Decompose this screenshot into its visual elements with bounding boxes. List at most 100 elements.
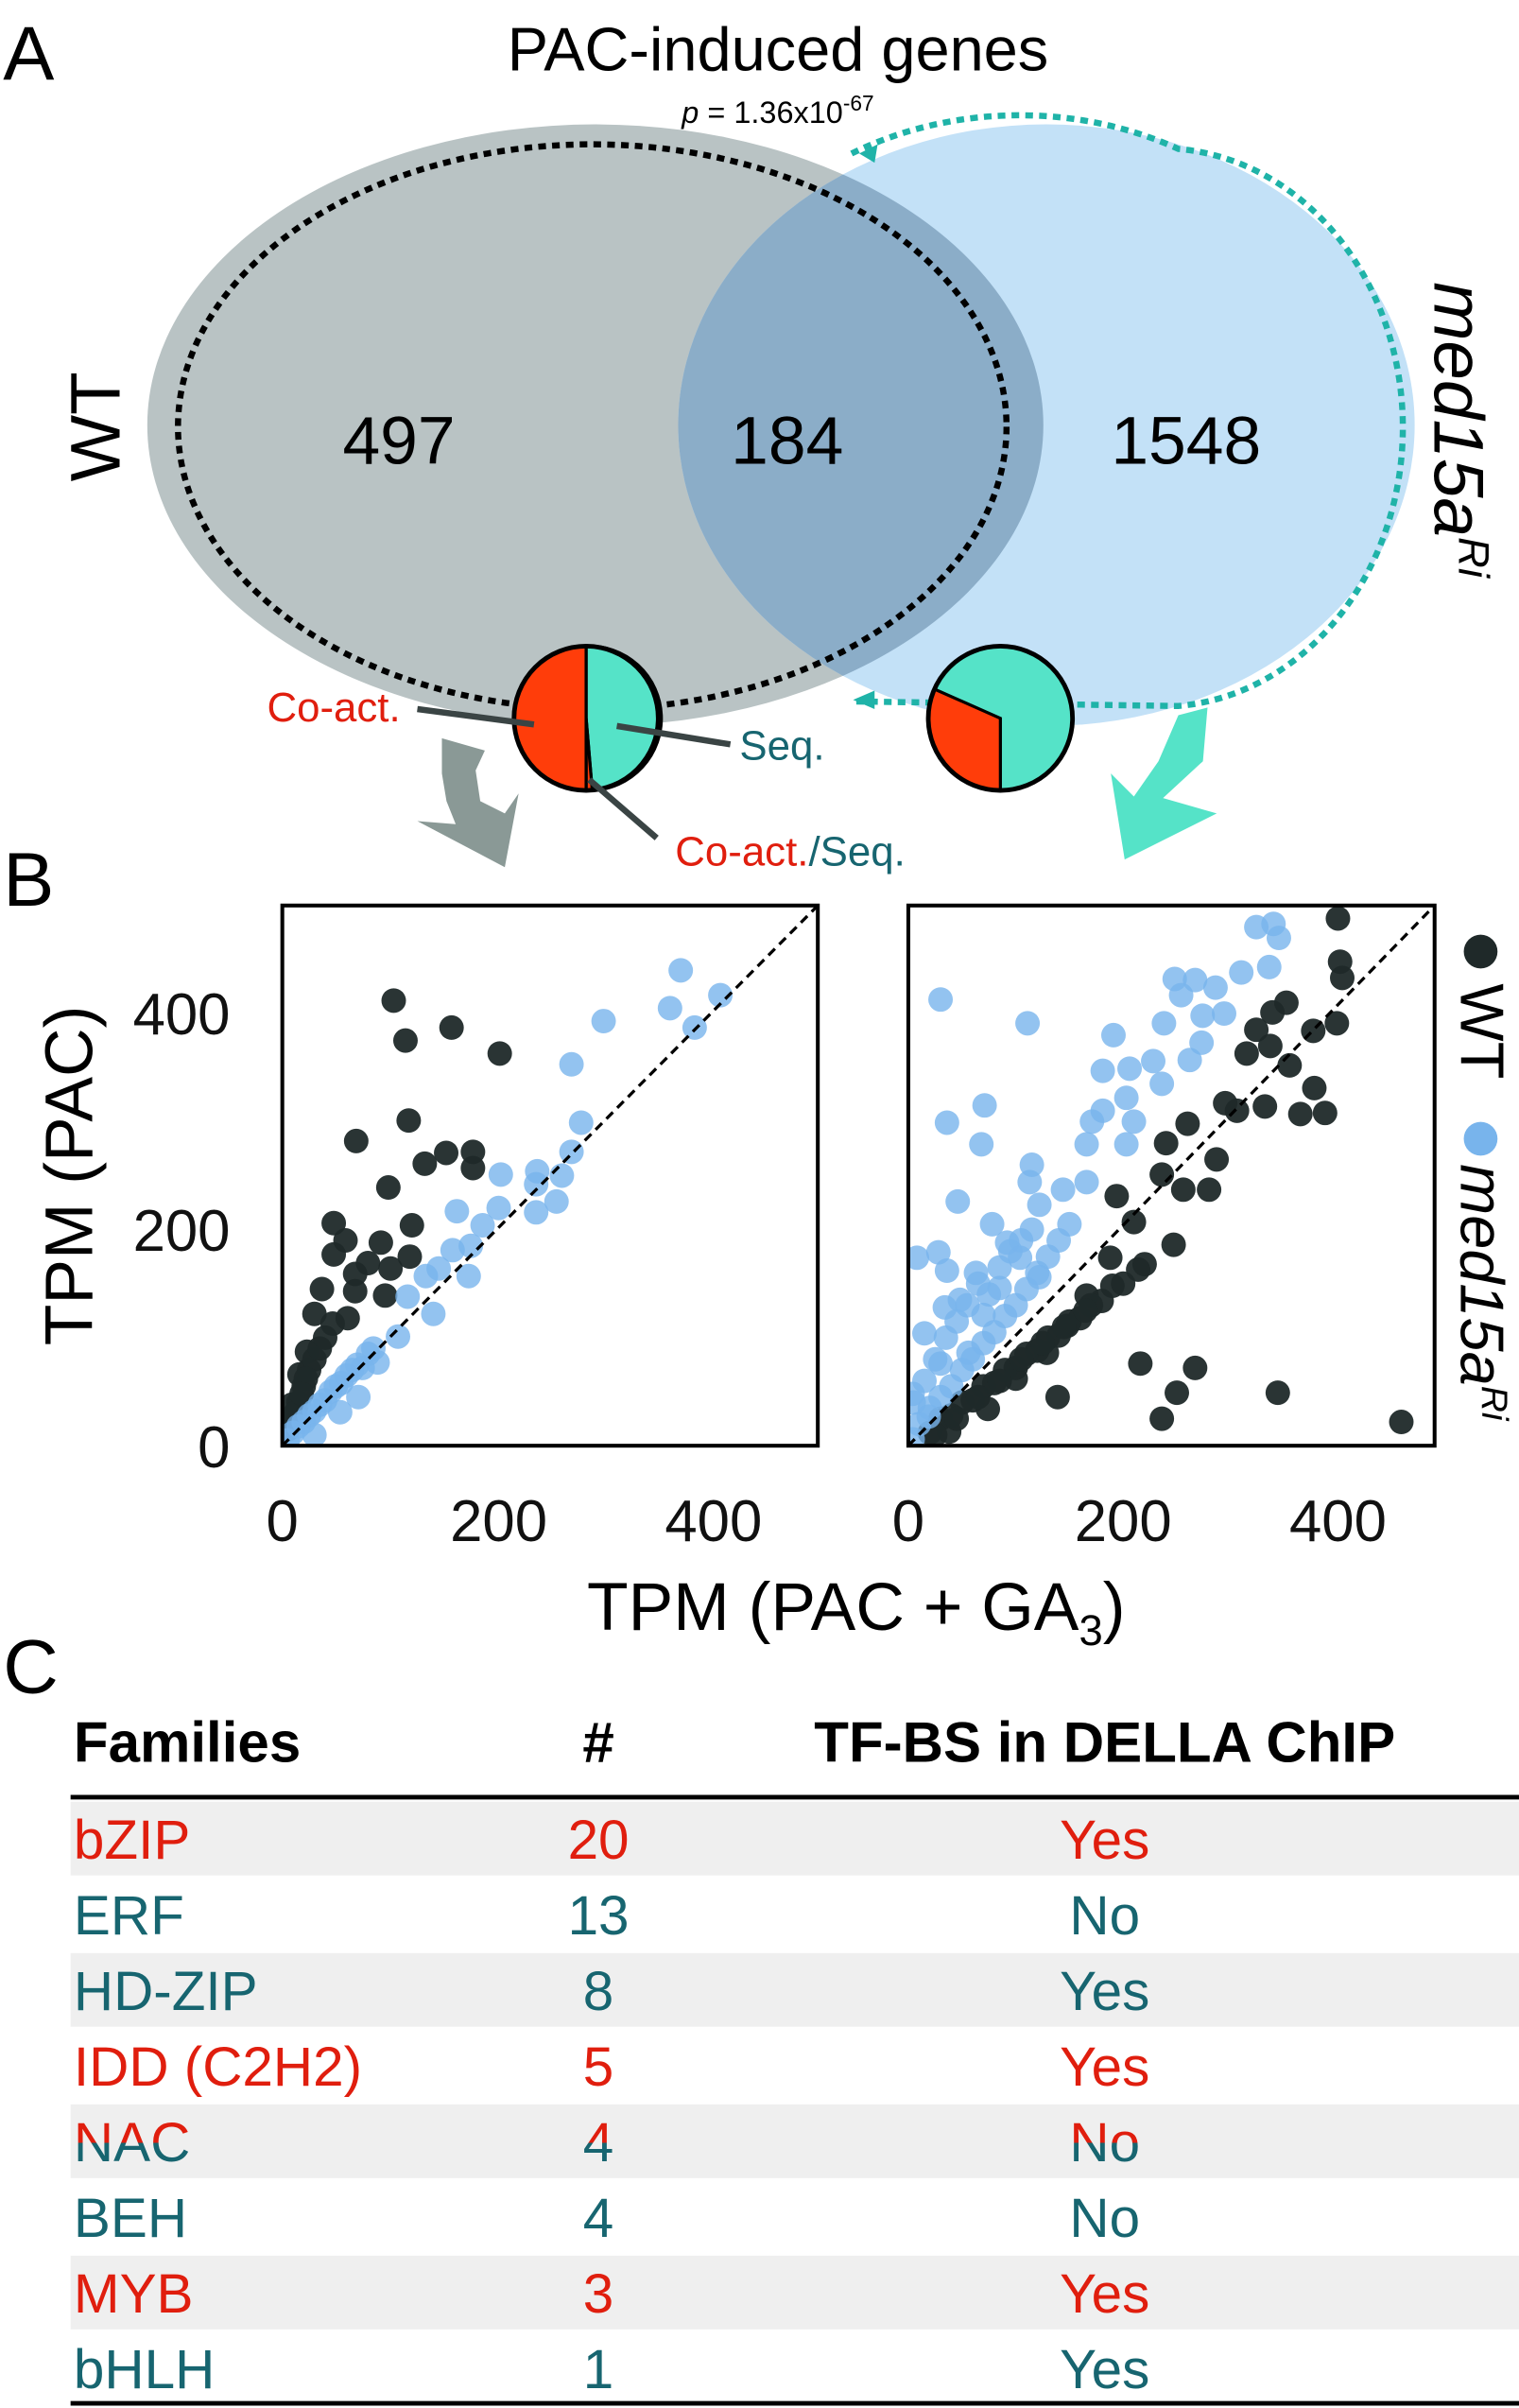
med15a-label-text: med15a [1420, 282, 1499, 537]
table-row: HD-ZIP 8 Yes [70, 1952, 1519, 2027]
tfbs-cell: Yes [1060, 1810, 1149, 1871]
pie-med15a-specific [925, 644, 1076, 793]
table-row: NAC 4 No [70, 2104, 1519, 2178]
family-cell: BEH [74, 2188, 187, 2249]
data-point-med15a [386, 1324, 411, 1349]
pie-label-coact-part: Co-act. [675, 829, 808, 875]
data-point-wt [1073, 1298, 1098, 1324]
data-point-med15a [1019, 1217, 1044, 1242]
scatter-right [906, 903, 1437, 1448]
data-point-med15a [1090, 1058, 1115, 1083]
data-point-wt [1131, 1252, 1157, 1277]
data-point-med15a [972, 1093, 997, 1118]
data-point-med15a [440, 1238, 465, 1263]
data-point-wt [987, 1368, 1012, 1394]
med15a-specific-outline [850, 112, 1407, 710]
x-tick-right-200: 200 [1075, 1489, 1172, 1554]
table-row: MYB 3 Yes [70, 2255, 1519, 2330]
data-point-med15a [708, 982, 734, 1008]
data-point-wt [1324, 1011, 1350, 1036]
data-point-wt [372, 1283, 398, 1308]
family-cell: bZIP [74, 1810, 190, 1871]
table-row: ERF 13 No [74, 1885, 1140, 1947]
data-point-med15a [1229, 960, 1254, 985]
panel-label-c: C [3, 1624, 59, 1709]
data-point-wt [1197, 1177, 1222, 1203]
data-point-wt [392, 1028, 418, 1053]
data-point-wt [460, 1155, 486, 1181]
data-point-wt [309, 1276, 335, 1302]
data-point-med15a [969, 1132, 994, 1157]
data-point-med15a [346, 1384, 371, 1410]
data-point-wt [1170, 1177, 1196, 1203]
pie-wt-specific [511, 644, 664, 793]
data-point-med15a [413, 1263, 439, 1289]
x-axis-title: TPM (PAC + GA3) [587, 1569, 1125, 1654]
tfbs-cell: No [1069, 2188, 1140, 2249]
teal-arrow-icon [1111, 707, 1217, 860]
data-point-med15a [657, 996, 682, 1021]
coact-seq-leader [587, 777, 659, 840]
pie-label-seq-part: /Seq. [808, 829, 905, 875]
count-cell: 13 [568, 1885, 630, 1947]
pie-outline [511, 644, 661, 793]
data-point-wt [1244, 1017, 1269, 1043]
panel-label-a: A [3, 11, 54, 96]
venn-overlap [678, 124, 1044, 726]
tf-family-table: Families # TF-BS in DELLA ChIP bZIP 20 Yes… [70, 1711, 1519, 2406]
count-cell: 20 [568, 1810, 630, 1871]
teal-arrowhead-bottom [853, 690, 875, 710]
x-title-end: ) [1103, 1569, 1126, 1645]
data-point-med15a [559, 1051, 584, 1077]
data-point-wt [302, 1301, 327, 1326]
data-point-med15a [1151, 1011, 1177, 1036]
y-tick-200: 200 [133, 1199, 231, 1264]
count-overlap: 184 [731, 403, 843, 478]
data-point-wt [434, 1140, 459, 1166]
legend-wt-label: WT [1447, 983, 1516, 1079]
data-point-med15a [912, 1321, 937, 1346]
data-point-med15a [1027, 1192, 1052, 1218]
p-value-text: = 1.36x10 [699, 95, 842, 130]
data-point-med15a [1074, 1169, 1099, 1195]
data-point-med15a [1177, 1048, 1202, 1073]
data-point-wt [1161, 1232, 1186, 1257]
data-point-med15a [1117, 1056, 1143, 1082]
data-point-wt [1149, 1406, 1175, 1431]
tfbs-cell: Yes [1060, 1961, 1149, 2022]
data-point-wt [1277, 1052, 1303, 1078]
data-point-wt [1099, 1273, 1125, 1299]
data-point-med15a [1189, 1030, 1215, 1055]
header-tfbs: TF-BS in DELLA ChIP [814, 1711, 1395, 1775]
data-point-wt [289, 1381, 315, 1407]
legend-med15a-marker [1463, 1121, 1498, 1156]
count-cell: 5 [583, 2036, 614, 2098]
data-point-wt [381, 988, 406, 1013]
data-point-med15a [470, 1213, 495, 1239]
data-point-med15a [559, 1139, 584, 1165]
data-point-med15a [907, 1245, 930, 1271]
data-point-med15a [912, 1368, 937, 1394]
data-point-med15a [1266, 926, 1291, 951]
data-point-med15a [444, 1199, 470, 1224]
panel-label-b: B [3, 838, 54, 923]
y-axis-title: TPM (PAC) [31, 1006, 107, 1346]
data-point-med15a [907, 1390, 926, 1415]
header-families: Families [74, 1711, 301, 1775]
data-point-wt [313, 1325, 337, 1350]
family-cell: MYB [74, 2263, 194, 2325]
teal-arrowhead-top [859, 144, 878, 164]
pie-label-seq: Seq. [739, 723, 824, 770]
row-stripe [70, 1952, 1519, 2027]
data-point-med15a [1149, 1071, 1175, 1097]
data-point-med15a [486, 1195, 511, 1221]
legend-med15a-text: med15a [1447, 1164, 1516, 1386]
data-point-med15a [1100, 1022, 1126, 1048]
data-point-med15a [1256, 954, 1282, 979]
p-exponent: -67 [843, 91, 874, 115]
data-point-med15a [928, 987, 954, 1013]
count-cell: 4 [583, 2112, 614, 2174]
data-point-med15a [1202, 975, 1228, 1000]
data-point-wt [1182, 1355, 1208, 1380]
data-point-wt [1302, 1075, 1327, 1100]
